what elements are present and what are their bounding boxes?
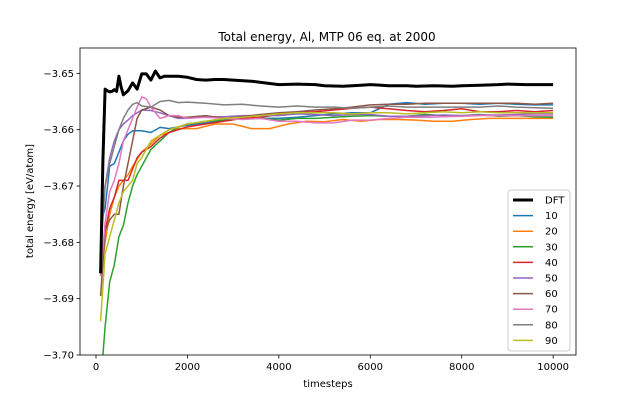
- legend-label: 70: [545, 305, 558, 316]
- x-tick-label: 6000: [358, 362, 383, 373]
- series-line-dft: [99, 69, 554, 274]
- series-lines: [99, 69, 554, 355]
- series-line-40: [99, 106, 554, 274]
- legend-label: 10: [545, 211, 558, 222]
- series-line-70: [99, 96, 554, 277]
- series-line-90: [99, 110, 554, 322]
- y-tick-label: −3.69: [43, 294, 74, 305]
- legend-label: 20: [545, 227, 558, 238]
- series-line-10: [99, 101, 554, 223]
- y-tick-label: −3.68: [43, 238, 74, 249]
- legend-label: 90: [545, 336, 558, 347]
- x-tick-label: 4000: [266, 362, 291, 373]
- series-line-30: [102, 113, 554, 355]
- chart-title: Total energy, Al, MTP 06 eq. at 2000: [217, 30, 435, 44]
- legend-label: 30: [545, 242, 558, 253]
- x-tick-label: 2000: [175, 362, 200, 373]
- y-tick-label: −3.66: [43, 125, 74, 136]
- y-tick-label: −3.67: [43, 182, 74, 193]
- legend-box: [507, 189, 571, 352]
- series-line-80: [99, 99, 554, 254]
- legend-label: 80: [545, 320, 558, 331]
- legend-label: DFT: [545, 196, 565, 207]
- series-line-20: [99, 117, 554, 277]
- x-axis: 0 2000 4000 6000 8000 10000: [93, 355, 569, 373]
- y-axis-label: total energy [eV/atom]: [25, 144, 36, 258]
- x-axis-label: timesteps: [303, 379, 352, 390]
- x-tick-label: 0: [93, 362, 99, 373]
- x-tick-label: 8000: [449, 362, 474, 373]
- legend-label: 40: [545, 258, 558, 269]
- y-tick-label: −3.70: [43, 351, 74, 362]
- legend-label: 60: [545, 289, 558, 300]
- legend: DFT 10 20 30 40 50 60 70 80 90: [507, 189, 571, 352]
- y-axis: −3.70 −3.69 −3.68 −3.67 −3.66 −3.65: [43, 69, 80, 362]
- y-tick-label: −3.65: [43, 69, 74, 80]
- legend-label: 50: [545, 274, 558, 285]
- plot-frame: [79, 47, 577, 356]
- x-tick-label: 10000: [537, 362, 569, 373]
